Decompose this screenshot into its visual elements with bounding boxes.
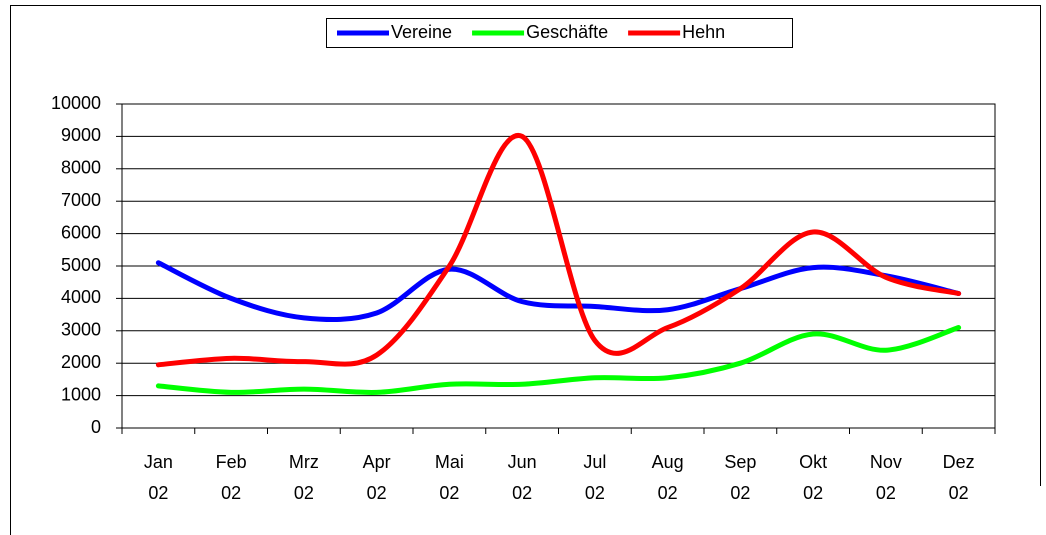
x-tick-label: Mrz 02 [288,452,319,503]
y-tick-label: 4000 [61,287,101,307]
series-line [155,325,962,395]
x-tick-label: Sep 02 [724,452,757,503]
y-tick-label: 5000 [61,255,101,275]
series-line [155,260,962,322]
y-tick-label: 7000 [61,190,101,210]
y-tick-label: 10000 [51,93,101,113]
x-tick-label: Mai 02 [434,452,464,503]
x-tick-label: Apr 02 [362,452,391,503]
y-tick-label: 6000 [61,222,101,242]
y-tick-label: 9000 [61,125,101,145]
legend-label: Vereine [391,22,452,42]
y-tick-label: 2000 [61,352,101,372]
legend-label: Geschäfte [526,22,608,42]
x-tick-label: Aug 02 [651,452,684,503]
y-tick-label: 0 [91,417,101,437]
x-tick-label: Feb 02 [215,452,247,503]
y-tick-label: 3000 [61,320,101,340]
legend-label: Hehn [682,22,725,42]
x-tick-label: Jan 02 [143,452,173,503]
y-tick-label: 8000 [61,158,101,178]
x-tick-label: Okt 02 [799,452,828,503]
x-tick-label: Dez 02 [942,452,975,503]
y-tick-label: 1000 [61,384,101,404]
x-tick-label: Jul 02 [583,452,607,503]
x-tick-label: Nov 02 [869,452,902,503]
chart-frame [10,5,1041,535]
x-tick-label: Jun 02 [507,452,537,503]
series-line [155,133,962,368]
legend-box [326,18,793,48]
